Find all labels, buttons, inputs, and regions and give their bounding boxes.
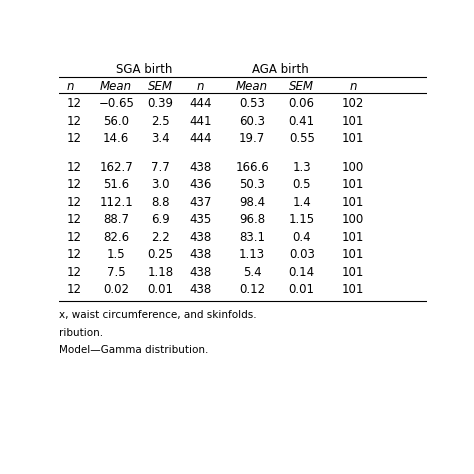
- Text: 0.39: 0.39: [147, 97, 173, 110]
- Text: 166.6: 166.6: [235, 161, 269, 173]
- Text: 0.03: 0.03: [289, 248, 315, 261]
- Text: x, waist circumference, and skinfolds.: x, waist circumference, and skinfolds.: [59, 310, 257, 320]
- Text: 1.3: 1.3: [292, 161, 311, 173]
- Text: 162.7: 162.7: [100, 161, 133, 173]
- Text: 12: 12: [66, 132, 82, 145]
- Text: 56.0: 56.0: [103, 115, 129, 128]
- Text: 0.14: 0.14: [289, 266, 315, 279]
- Text: 0.4: 0.4: [292, 231, 311, 244]
- Text: 2.2: 2.2: [151, 231, 170, 244]
- Text: 441: 441: [190, 115, 212, 128]
- Text: 96.8: 96.8: [239, 213, 265, 226]
- Text: 12: 12: [66, 161, 82, 173]
- Text: 1.4: 1.4: [292, 196, 311, 209]
- Text: −0.65: −0.65: [98, 97, 134, 110]
- Text: 435: 435: [190, 213, 212, 226]
- Text: 1.18: 1.18: [147, 266, 173, 279]
- Text: 12: 12: [66, 283, 82, 296]
- Text: 101: 101: [342, 248, 365, 261]
- Text: 12: 12: [66, 266, 82, 279]
- Text: 436: 436: [190, 178, 212, 191]
- Text: 12: 12: [66, 248, 82, 261]
- Text: 51.6: 51.6: [103, 178, 129, 191]
- Text: 0.01: 0.01: [289, 283, 315, 296]
- Text: 438: 438: [190, 231, 212, 244]
- Text: 444: 444: [190, 132, 212, 145]
- Text: n: n: [66, 80, 74, 93]
- Text: 101: 101: [342, 115, 365, 128]
- Text: 12: 12: [66, 178, 82, 191]
- Text: 12: 12: [66, 196, 82, 209]
- Text: 438: 438: [190, 266, 212, 279]
- Text: 100: 100: [342, 161, 364, 173]
- Text: AGA birth: AGA birth: [252, 63, 309, 76]
- Text: 0.01: 0.01: [147, 283, 173, 296]
- Text: 2.5: 2.5: [151, 115, 170, 128]
- Text: n: n: [197, 80, 204, 93]
- Text: 101: 101: [342, 178, 365, 191]
- Text: 0.41: 0.41: [289, 115, 315, 128]
- Text: 102: 102: [342, 97, 365, 110]
- Text: SEM: SEM: [148, 80, 173, 93]
- Text: 5.4: 5.4: [243, 266, 262, 279]
- Text: 112.1: 112.1: [100, 196, 133, 209]
- Text: 100: 100: [342, 213, 364, 226]
- Text: 1.15: 1.15: [289, 213, 315, 226]
- Text: 3.0: 3.0: [151, 178, 170, 191]
- Text: 438: 438: [190, 161, 212, 173]
- Text: 1.13: 1.13: [239, 248, 265, 261]
- Text: 438: 438: [190, 283, 212, 296]
- Text: 0.25: 0.25: [147, 248, 173, 261]
- Text: 12: 12: [66, 213, 82, 226]
- Text: SGA birth: SGA birth: [116, 63, 173, 76]
- Text: 83.1: 83.1: [239, 231, 265, 244]
- Text: 6.9: 6.9: [151, 213, 170, 226]
- Text: n: n: [349, 80, 357, 93]
- Text: Mean: Mean: [236, 80, 268, 93]
- Text: 3.4: 3.4: [151, 132, 170, 145]
- Text: Model—Gamma distribution.: Model—Gamma distribution.: [59, 345, 209, 356]
- Text: 101: 101: [342, 196, 365, 209]
- Text: Mean: Mean: [100, 80, 132, 93]
- Text: 0.02: 0.02: [103, 283, 129, 296]
- Text: 0.55: 0.55: [289, 132, 315, 145]
- Text: 438: 438: [190, 248, 212, 261]
- Text: 7.5: 7.5: [107, 266, 126, 279]
- Text: 101: 101: [342, 231, 365, 244]
- Text: 19.7: 19.7: [239, 132, 265, 145]
- Text: 12: 12: [66, 231, 82, 244]
- Text: 0.06: 0.06: [289, 97, 315, 110]
- Text: 12: 12: [66, 115, 82, 128]
- Text: 101: 101: [342, 266, 365, 279]
- Text: SEM: SEM: [289, 80, 314, 93]
- Text: 101: 101: [342, 283, 365, 296]
- Text: 0.53: 0.53: [239, 97, 265, 110]
- Text: 60.3: 60.3: [239, 115, 265, 128]
- Text: 7.7: 7.7: [151, 161, 170, 173]
- Text: 50.3: 50.3: [239, 178, 265, 191]
- Text: 1.5: 1.5: [107, 248, 126, 261]
- Text: ribution.: ribution.: [59, 328, 103, 338]
- Text: 8.8: 8.8: [151, 196, 170, 209]
- Text: 437: 437: [190, 196, 212, 209]
- Text: 88.7: 88.7: [103, 213, 129, 226]
- Text: 82.6: 82.6: [103, 231, 129, 244]
- Text: 0.12: 0.12: [239, 283, 265, 296]
- Text: 14.6: 14.6: [103, 132, 129, 145]
- Text: 0.5: 0.5: [292, 178, 311, 191]
- Text: 101: 101: [342, 132, 365, 145]
- Text: 98.4: 98.4: [239, 196, 265, 209]
- Text: 444: 444: [190, 97, 212, 110]
- Text: 12: 12: [66, 97, 82, 110]
